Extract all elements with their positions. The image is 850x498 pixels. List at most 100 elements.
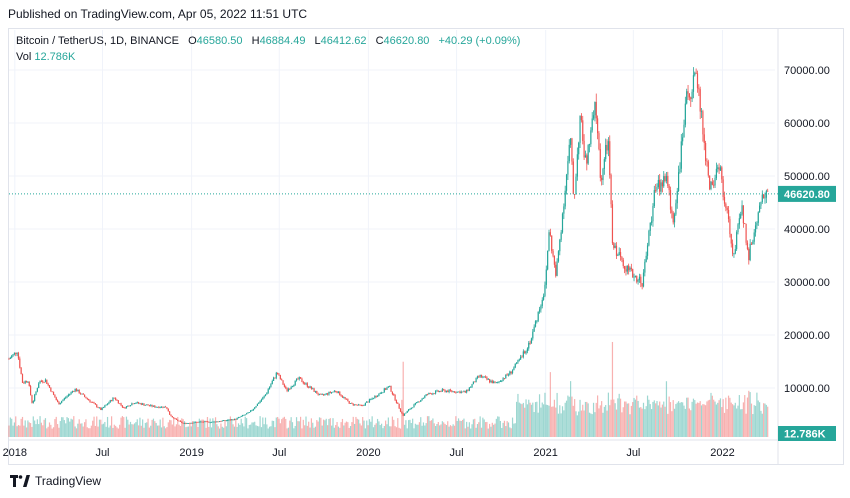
volume-bar (753, 405, 755, 437)
candle-body (719, 167, 722, 171)
grid-lines (8, 28, 779, 465)
candle-body (165, 406, 167, 408)
volume-bar (642, 402, 645, 437)
candle-body (136, 402, 138, 404)
volume-tag (778, 426, 836, 441)
volume-bar (327, 425, 329, 437)
candle-body (247, 412, 249, 414)
candle-body (167, 408, 169, 412)
candle-body (420, 400, 422, 402)
candle-body (634, 275, 636, 277)
candle-body (503, 378, 506, 379)
chart-pane[interactable] (8, 28, 844, 465)
candle-body (204, 421, 206, 423)
volume-bar (258, 426, 260, 437)
time-axis[interactable]: 2018 Jul 2019 Jul 2020 Jul 2021 Jul 2022 (3, 447, 735, 459)
volume-bar (178, 424, 180, 437)
candle-body (457, 391, 460, 393)
candle-body (20, 367, 22, 375)
volume-bar (640, 407, 642, 437)
candle-body (260, 399, 263, 402)
volume-bar (156, 425, 159, 437)
volume-bar (565, 400, 568, 437)
volume-bar (653, 400, 655, 437)
candle-body (637, 280, 639, 282)
candle-body (499, 381, 501, 382)
candle-body (85, 396, 87, 399)
candle-body (422, 397, 425, 399)
candle-body (58, 401, 60, 405)
candle-body (386, 387, 388, 390)
candle-body (744, 223, 746, 225)
candle-body (403, 413, 406, 416)
volume-bar (368, 419, 371, 437)
volume-bar (25, 427, 28, 437)
volume-bar (66, 417, 68, 437)
price-axis[interactable]: 10000.00 20000.00 30000.00 40000.00 50000.00… (784, 65, 830, 395)
volume-bar (309, 427, 311, 437)
volume-bar (676, 402, 678, 437)
candle-body (173, 417, 175, 419)
volume-bar (333, 427, 335, 437)
candle-body (282, 380, 284, 385)
volume-bar (347, 422, 349, 437)
volume-bar (167, 422, 169, 437)
volume-bar (44, 418, 47, 437)
candle-body (331, 392, 333, 393)
candle-body (753, 232, 755, 242)
volume-bar (613, 399, 615, 437)
candle-body (671, 209, 673, 213)
volume-bar (696, 402, 699, 437)
candle-body (705, 142, 707, 161)
volume-bar (467, 426, 469, 437)
candle-body (547, 250, 549, 270)
candle-body (142, 403, 144, 405)
candle-body (399, 408, 402, 412)
candle-body (182, 422, 184, 424)
candle-body (339, 391, 341, 396)
volume-bar (412, 418, 414, 437)
volume-bar (649, 404, 651, 437)
candle-body (8, 358, 10, 360)
candle-body (511, 370, 514, 374)
volume-bar (452, 424, 454, 437)
candle-body (337, 391, 339, 394)
volume-bar (482, 417, 484, 437)
volume-bar (331, 425, 333, 437)
volume-bar (727, 395, 730, 437)
candle-body (82, 393, 84, 395)
volume-bar (129, 421, 132, 437)
volume-bar (270, 426, 272, 437)
volume-bar (633, 397, 635, 437)
volume-bar (687, 397, 689, 437)
candle-body (166, 407, 168, 409)
candle-body (309, 386, 311, 388)
volume-bar (680, 402, 682, 437)
volume-bar (726, 409, 728, 437)
candle-body (757, 212, 759, 223)
volume-bar (595, 402, 597, 437)
volume-bar (471, 424, 473, 437)
candle-body (676, 191, 678, 204)
volume-bar (526, 404, 528, 437)
volume-bar (439, 425, 441, 437)
footer-brand[interactable]: TradingView (10, 474, 101, 488)
volume-bar (421, 425, 423, 437)
x-tick-label: 2020 (356, 447, 380, 459)
candle-body (540, 305, 542, 310)
candle-body (687, 91, 689, 94)
volume-bar (757, 400, 759, 437)
volume-bar (139, 417, 141, 437)
candle-body (505, 374, 507, 379)
volume-bar (24, 420, 26, 437)
candle-body (565, 174, 568, 191)
volume-bar (300, 416, 302, 437)
volume-bar (725, 397, 727, 437)
candle-body (571, 138, 573, 162)
y-tick-label: 70000.00 (784, 65, 830, 77)
candle-body (698, 88, 700, 90)
candle-body (111, 400, 113, 402)
volume-bar (759, 402, 761, 437)
volume-bar (85, 419, 87, 437)
